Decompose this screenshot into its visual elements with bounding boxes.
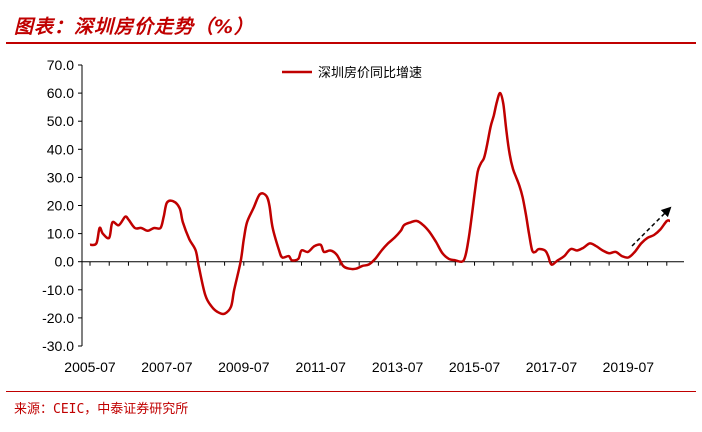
source-note: 来源：CEIC，中泰证券研究所 [14,402,189,417]
x-tick-label: 2015-07 [449,359,501,375]
y-axis: -30.0 -20.0 -10.0 0.0 10.0 20.0 30.0 40.0 50.0 60… [42,57,83,354]
chart-title: 图表：深圳房价走势（%） [14,16,255,38]
x-tick-label: 2017-07 [526,359,578,375]
trend-arrow [631,206,672,247]
x-tick-label: 2005-07 [64,359,116,375]
title-divider [6,42,696,44]
y-tick-label: 10.0 [47,226,74,242]
y-tick-label: 60.0 [47,85,74,101]
x-axis: 2005-07 2007-07 2009-07 2011-07 2013-07 2015-… [64,261,684,375]
x-tick-label: 2019-07 [603,359,655,375]
legend-label: 深圳房价同比增速 [318,65,422,81]
x-tick-label: 2009-07 [218,359,270,375]
legend: 深圳房价同比增速 [282,65,422,81]
x-tick-label: 2007-07 [141,359,193,375]
footer-divider [6,391,696,392]
series-group [89,91,671,316]
y-tick-label: 0.0 [55,254,75,270]
series-line [89,91,671,316]
y-tick-label: 50.0 [47,113,74,129]
x-tick-label: 2011-07 [296,359,347,375]
y-tick-label: 40.0 [47,141,74,157]
y-tick-label: 20.0 [47,198,74,214]
y-tick-label: -20.0 [42,310,74,326]
y-tick-label: 30.0 [47,169,74,185]
x-tick-label: 2013-07 [372,359,424,375]
y-tick-label: 70.0 [47,57,74,73]
y-tick-label: -30.0 [42,338,74,354]
y-tick-label: -10.0 [42,282,74,298]
